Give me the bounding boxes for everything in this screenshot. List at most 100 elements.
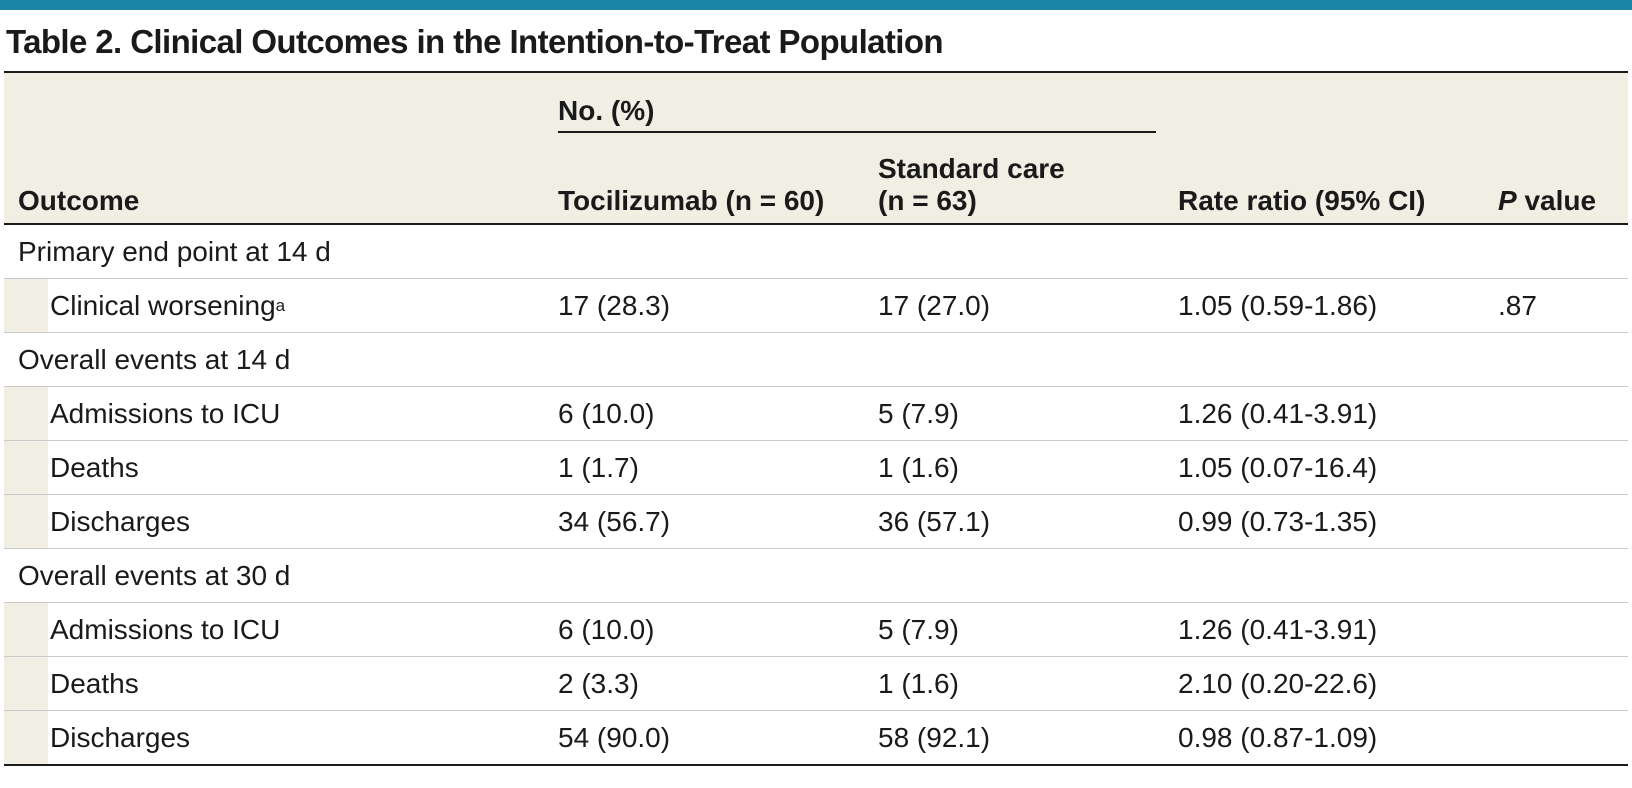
outcome-label-text: Clinical worsening: [50, 289, 276, 321]
outcome-cell: Clinical worsening a: [4, 278, 544, 333]
rate-ratio-value: 2.10 (0.20-22.6): [1178, 667, 1378, 699]
tocilizumab-cell: 6 (10.0): [544, 602, 864, 657]
empty-cell: [544, 224, 864, 279]
p-value-cell: [1484, 656, 1628, 711]
outcomes-table: No. (%) Outcome Tocilizumab (n = 60): [4, 71, 1628, 766]
standard-care-value: 36 (57.1): [878, 505, 991, 537]
p-value-cell: [1484, 494, 1628, 549]
outcome-label-text: Discharges: [50, 721, 191, 753]
table-container: No. (%) Outcome Tocilizumab (n = 60): [4, 71, 1628, 766]
accent-rule: [0, 0, 1632, 10]
empty-cell: [864, 548, 1164, 603]
empty-cell: [1484, 224, 1628, 279]
outcome-label-text: Deaths: [50, 667, 139, 699]
indent-shading: [4, 279, 48, 332]
table-row: Admissions to ICU 6 (10.0) 5 (7.9) 1.26 (0.…: [4, 386, 1628, 441]
table-row: Discharges 54 (90.0) 58 (92.1) 0.98 (0.87-1…: [4, 710, 1628, 766]
rate-ratio-cell: 2.10 (0.20-22.6): [1164, 656, 1484, 711]
indent-shading: [4, 711, 48, 764]
p-value-cell: [1484, 602, 1628, 657]
p-value-cell: [1484, 710, 1628, 766]
column-header-standard-care: Standard care (n = 63): [864, 133, 1164, 225]
empty-cell: [1164, 224, 1484, 279]
outcome-label-text: Discharges: [50, 505, 191, 537]
empty-cell: [1164, 332, 1484, 387]
header-spacer: [1484, 71, 1628, 133]
section-row: Overall events at 14 d: [4, 332, 1628, 387]
table-row: Discharges 34 (56.7) 36 (57.1) 0.99 (0.73-1…: [4, 494, 1628, 549]
table-row: Deaths 2 (3.3) 1 (1.6) 2.10 (0.20-22.6): [4, 656, 1628, 711]
table-header: No. (%) Outcome Tocilizumab (n = 60): [4, 71, 1628, 225]
section-label-text: Primary end point at 14 d: [18, 235, 331, 267]
standard-care-line1: Standard care: [878, 153, 1065, 184]
standard-care-cell: 5 (7.9): [864, 386, 1164, 441]
section-label: Overall events at 14 d: [4, 332, 544, 387]
outcome-cell: Admissions to ICU: [4, 602, 544, 657]
standard-care-value: 5 (7.9): [878, 397, 959, 429]
indent-shading: [4, 657, 48, 710]
standard-care-value: 1 (1.6): [878, 667, 959, 699]
table-body: Primary end point at 14 d Clinical worsen…: [4, 224, 1628, 766]
outcome-label: Discharges: [48, 495, 190, 548]
outcome-label: Deaths: [48, 657, 139, 710]
standard-care-line2: (n = 63): [878, 185, 977, 216]
section-label: Primary end point at 14 d: [4, 224, 544, 279]
empty-cell: [864, 224, 1164, 279]
empty-cell: [544, 548, 864, 603]
tocilizumab-cell: 2 (3.3): [544, 656, 864, 711]
tocilizumab-cell: 1 (1.7): [544, 440, 864, 495]
empty-cell: [1164, 548, 1484, 603]
tocilizumab-value: 17 (28.3): [558, 289, 671, 321]
standard-care-value: 5 (7.9): [878, 613, 959, 645]
outcome-cell: Discharges: [4, 494, 544, 549]
section-label-text: Overall events at 14 d: [18, 343, 291, 375]
rate-ratio-value: 1.26 (0.41-3.91): [1178, 613, 1378, 645]
footnote-marker: a: [275, 295, 286, 315]
empty-cell: [1484, 332, 1628, 387]
rate-ratio-cell: 0.98 (0.87-1.09): [1164, 710, 1484, 766]
p-value-cell: [1484, 440, 1628, 495]
column-header-tocilizumab: Tocilizumab (n = 60): [544, 133, 864, 225]
outcome-label: Deaths: [48, 441, 139, 494]
rate-ratio-value: 1.05 (0.07-16.4): [1178, 451, 1378, 483]
table-row: Clinical worsening a 17 (28.3) 17 (27.0) 1.0…: [4, 278, 1628, 333]
p-value-value: .87: [1498, 289, 1537, 321]
empty-cell: [1484, 548, 1628, 603]
outcome-label-text: Deaths: [50, 451, 139, 483]
tocilizumab-value: 2 (3.3): [558, 667, 639, 699]
p-italic: P: [1498, 185, 1517, 216]
standard-care-cell: 5 (7.9): [864, 602, 1164, 657]
column-header-p-value: P value: [1484, 133, 1628, 225]
p-value-cell: [1484, 386, 1628, 441]
table-row: Deaths 1 (1.7) 1 (1.6) 1.05 (0.07-16.4): [4, 440, 1628, 495]
group-header: No. (%): [544, 71, 1164, 133]
section-label: Overall events at 30 d: [4, 548, 544, 603]
tocilizumab-value: 34 (56.7): [558, 505, 671, 537]
empty-cell: [544, 332, 864, 387]
standard-care-value: 58 (92.1): [878, 721, 991, 753]
table-row: Admissions to ICU 6 (10.0) 5 (7.9) 1.26 (0.…: [4, 602, 1628, 657]
standard-care-cell: 58 (92.1): [864, 710, 1164, 766]
outcome-cell: Deaths: [4, 440, 544, 495]
indent-shading: [4, 603, 48, 656]
standard-care-cell: 17 (27.0): [864, 278, 1164, 333]
indent-shading: [4, 495, 48, 548]
header-spacer: [1164, 71, 1484, 133]
rate-ratio-cell: 1.05 (0.07-16.4): [1164, 440, 1484, 495]
indent-shading: [4, 441, 48, 494]
header-spacer: [4, 71, 544, 133]
p-value-cell: .87: [1484, 278, 1628, 333]
rate-ratio-value: 0.99 (0.73-1.35): [1178, 505, 1378, 537]
column-header-outcome: Outcome: [4, 133, 544, 225]
tocilizumab-cell: 34 (56.7): [544, 494, 864, 549]
tocilizumab-cell: 17 (28.3): [544, 278, 864, 333]
tocilizumab-value: 6 (10.0): [558, 613, 655, 645]
table-title: Table 2. Clinical Outcomes in the Intent…: [6, 23, 944, 60]
rate-ratio-cell: 1.05 (0.59-1.86): [1164, 278, 1484, 333]
column-header-rate-ratio: Rate ratio (95% CI): [1164, 133, 1484, 225]
outcome-label: Clinical worsening a: [48, 279, 285, 332]
outcome-label: Discharges: [48, 711, 190, 764]
section-row: Overall events at 30 d: [4, 548, 1628, 603]
outcome-label: Admissions to ICU: [48, 603, 280, 656]
